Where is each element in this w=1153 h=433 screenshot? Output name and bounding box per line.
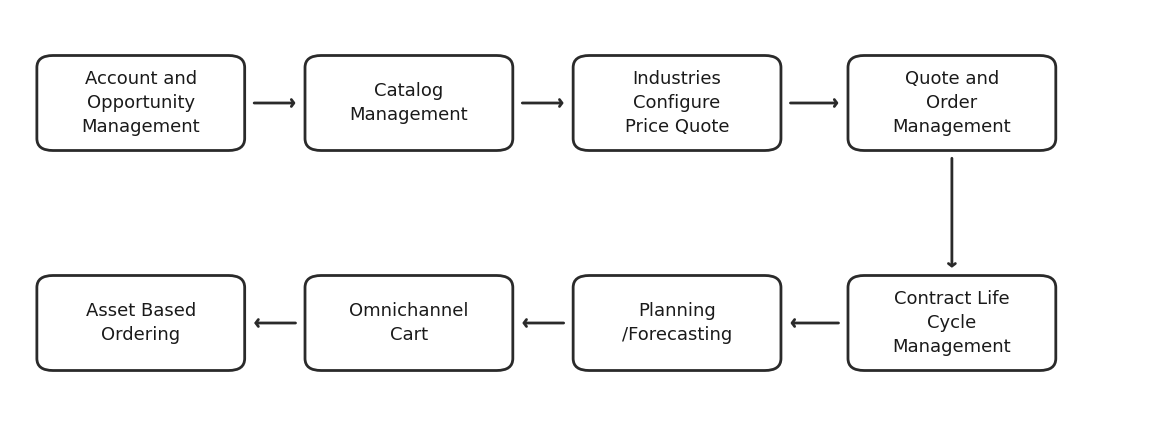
Text: Planning
/Forecasting: Planning /Forecasting bbox=[621, 302, 732, 344]
Text: Quote and
Order
Management: Quote and Order Management bbox=[892, 71, 1011, 136]
Text: Omnichannel
Cart: Omnichannel Cart bbox=[349, 302, 468, 344]
FancyBboxPatch shape bbox=[37, 275, 244, 371]
FancyBboxPatch shape bbox=[573, 275, 781, 371]
FancyBboxPatch shape bbox=[37, 55, 244, 151]
Text: Contract Life
Cycle
Management: Contract Life Cycle Management bbox=[892, 291, 1011, 355]
FancyBboxPatch shape bbox=[573, 55, 781, 151]
Text: Catalog
Management: Catalog Management bbox=[349, 82, 468, 124]
Text: Asset Based
Ordering: Asset Based Ordering bbox=[85, 302, 196, 344]
FancyBboxPatch shape bbox=[847, 275, 1056, 371]
FancyBboxPatch shape bbox=[306, 275, 513, 371]
FancyBboxPatch shape bbox=[847, 55, 1056, 151]
Text: Industries
Configure
Price Quote: Industries Configure Price Quote bbox=[625, 71, 730, 136]
FancyBboxPatch shape bbox=[306, 55, 513, 151]
Text: Account and
Opportunity
Management: Account and Opportunity Management bbox=[82, 71, 201, 136]
